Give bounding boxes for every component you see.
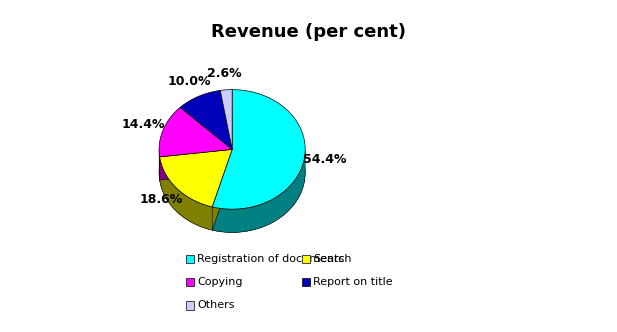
Bar — [302, 278, 310, 286]
Text: 10.0%: 10.0% — [167, 75, 211, 88]
Bar — [186, 278, 194, 286]
Polygon shape — [212, 151, 305, 232]
Ellipse shape — [159, 113, 305, 232]
Text: 2.6%: 2.6% — [207, 67, 242, 80]
Polygon shape — [160, 149, 232, 207]
Bar — [186, 301, 194, 309]
Text: 54.4%: 54.4% — [303, 153, 347, 166]
Polygon shape — [160, 157, 212, 230]
Text: Registration of documents: Registration of documents — [197, 254, 344, 264]
Text: Revenue (per cent): Revenue (per cent) — [211, 23, 406, 41]
Text: Report on title: Report on title — [313, 277, 393, 287]
Bar — [302, 255, 310, 263]
Polygon shape — [212, 149, 232, 230]
Polygon shape — [159, 108, 232, 157]
Polygon shape — [220, 90, 232, 149]
Polygon shape — [212, 149, 232, 230]
Polygon shape — [160, 149, 232, 180]
Text: Others: Others — [197, 300, 235, 310]
Text: Copying: Copying — [197, 277, 242, 287]
Text: 14.4%: 14.4% — [122, 118, 165, 131]
Text: 18.6%: 18.6% — [139, 193, 183, 206]
Polygon shape — [180, 90, 232, 149]
Polygon shape — [212, 90, 305, 209]
Text: Search: Search — [313, 254, 352, 264]
Bar — [186, 255, 194, 263]
Polygon shape — [160, 149, 232, 180]
